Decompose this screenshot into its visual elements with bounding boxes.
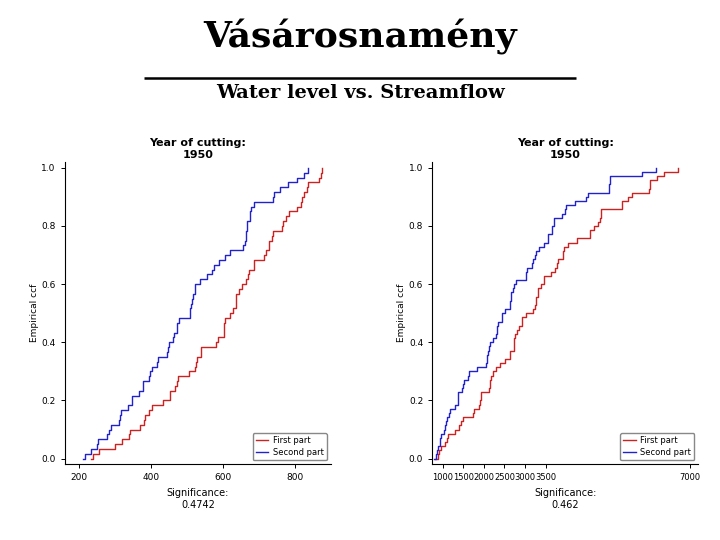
Title: Year of cutting:
1950: Year of cutting: 1950 [517, 138, 613, 160]
Legend: First part, Second part: First part, Second part [253, 433, 327, 460]
Title: Year of cutting:
1950: Year of cutting: 1950 [150, 138, 246, 160]
X-axis label: Significance:
0.4742: Significance: 0.4742 [167, 488, 229, 510]
Text: Vásárosnamény: Vásárosnamény [203, 19, 517, 55]
Y-axis label: Empirical ccf: Empirical ccf [30, 284, 39, 342]
Legend: First part, Second part: First part, Second part [620, 433, 694, 460]
Y-axis label: Empirical ccf: Empirical ccf [397, 284, 406, 342]
Text: Water level vs. Streamflow: Water level vs. Streamflow [215, 84, 505, 102]
X-axis label: Significance:
0.462: Significance: 0.462 [534, 488, 596, 510]
